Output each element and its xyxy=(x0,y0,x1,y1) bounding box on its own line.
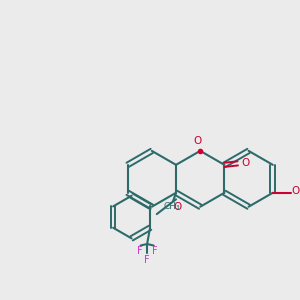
Text: CH₃: CH₃ xyxy=(163,202,180,211)
Text: O: O xyxy=(241,158,250,168)
Text: O: O xyxy=(194,136,202,146)
Text: O: O xyxy=(173,202,181,212)
Text: F: F xyxy=(152,246,157,256)
Text: O: O xyxy=(292,186,300,196)
Text: F: F xyxy=(144,255,150,265)
Text: F: F xyxy=(137,246,142,256)
